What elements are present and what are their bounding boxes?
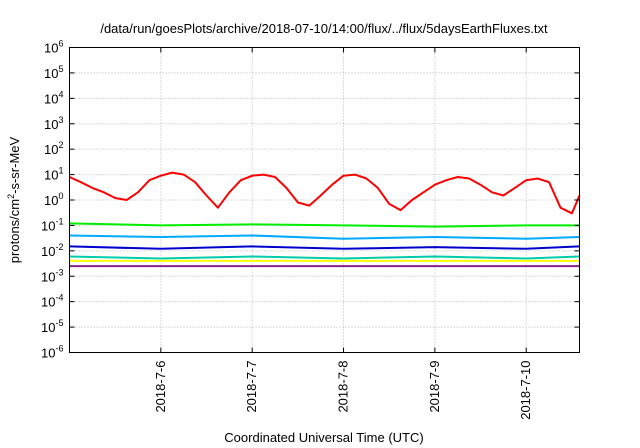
y-tick-exponent: -2 [55, 242, 63, 252]
y-tick-base: 10 [41, 269, 55, 284]
y-tick-label: 100 [44, 191, 63, 208]
y-tick-label: 10-6 [41, 344, 63, 361]
y-tick-label: 103 [44, 115, 63, 132]
y-tick-label: 104 [44, 89, 63, 106]
y-tick-base: 10 [44, 91, 58, 106]
y-axis-label-sup: 2 [6, 194, 16, 199]
x-axis-ticks: 2018-7-6 2018-7-7 2018-7-8 2018-7-9 2018-7-1… [153, 47, 533, 420]
series-line [69, 255, 580, 260]
y-tick-exponent: 0 [58, 191, 63, 201]
y-tick-label: 105 [44, 64, 63, 81]
y-tick-label: 10-2 [41, 242, 63, 259]
y-tick-base: 10 [41, 295, 55, 310]
y-tick-label: 10-5 [41, 318, 63, 335]
y-tick-exponent: -1 [55, 216, 63, 226]
y-tick-base: 10 [44, 41, 58, 56]
y-tick-label: 106 [44, 39, 63, 56]
y-tick-base: 10 [44, 66, 58, 81]
y-axis-label: protons/cm2-s-sr-MeV [6, 136, 22, 263]
series-group [69, 171, 581, 268]
y-tick-base: 10 [41, 218, 55, 233]
y-tick-label: 10-3 [41, 267, 63, 284]
y-tick-label: 10-4 [41, 293, 63, 310]
grid [69, 47, 580, 353]
y-tick-exponent: 3 [58, 115, 63, 125]
y-tick-base: 10 [44, 117, 58, 132]
y-tick-label: 101 [44, 166, 63, 183]
y-tick-base: 10 [44, 168, 58, 183]
x-tick-label: 2018-7-9 [427, 361, 442, 413]
y-tick-exponent: -6 [55, 344, 63, 354]
series-line [69, 245, 580, 250]
y-tick-exponent: 1 [58, 166, 63, 176]
x-tick-label: 2018-7-7 [244, 361, 259, 413]
y-tick-label: 10-1 [41, 216, 63, 233]
x-tick-label: 2018-7-10 [518, 361, 533, 420]
series-line [69, 234, 580, 240]
y-tick-exponent: 5 [58, 64, 63, 74]
y-tick-exponent: 6 [58, 39, 63, 49]
y-axis-label-suffix: -s-sr-MeV [7, 136, 22, 193]
y-tick-base: 10 [44, 193, 58, 208]
y-tick-base: 10 [41, 320, 55, 335]
y-axis-ticks: 10-610-510-410-310-210-11001011021031041… [41, 39, 580, 361]
y-tick-exponent: -4 [55, 293, 63, 303]
y-tick-base: 10 [41, 346, 55, 361]
y-tick-base: 10 [44, 142, 58, 157]
y-tick-base: 10 [41, 244, 55, 259]
y-tick-exponent: -3 [55, 267, 63, 277]
x-tick-label: 2018-7-6 [153, 361, 168, 413]
x-axis-label: Coordinated Universal Time (UTC) [224, 430, 423, 445]
y-axis-label-prefix: protons/cm [7, 199, 22, 263]
y-tick-exponent: 2 [58, 140, 63, 150]
chart-title: /data/run/goesPlots/archive/2018-07-10/1… [100, 21, 548, 36]
y-tick-label: 102 [44, 140, 63, 157]
series-line [69, 171, 581, 215]
y-tick-exponent: 4 [58, 89, 63, 99]
y-tick-exponent: -5 [55, 318, 63, 328]
x-tick-label: 2018-7-8 [336, 361, 351, 413]
series-line [69, 222, 580, 228]
